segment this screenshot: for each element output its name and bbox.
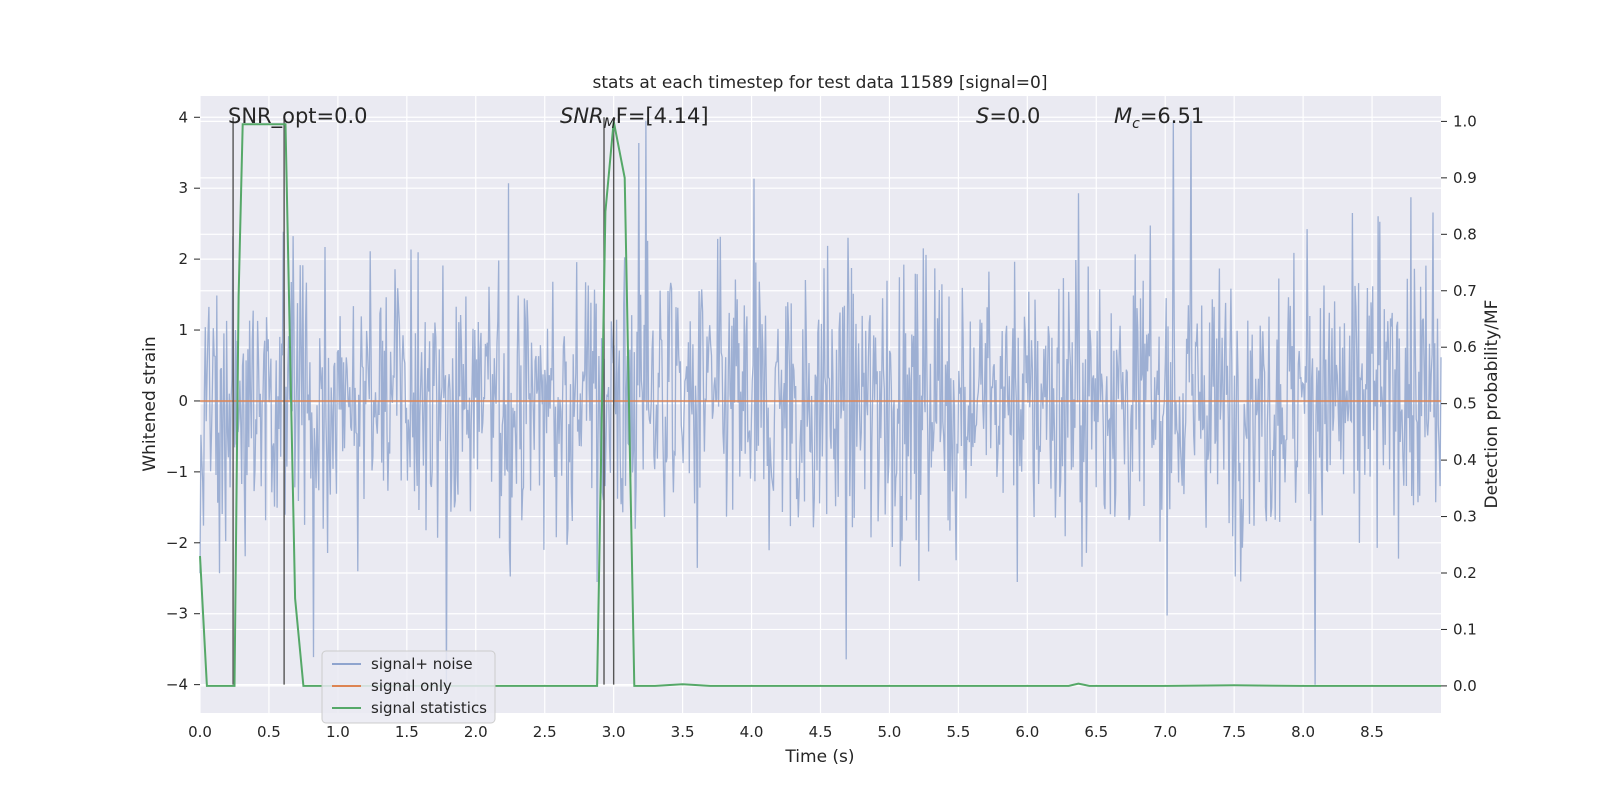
y-right-tick-label: 0.3 [1453, 508, 1477, 526]
x-tick-label: 2.0 [464, 723, 488, 741]
x-tick-label: 5.0 [878, 723, 902, 741]
y-axis-label-left: Whitened strain [140, 336, 160, 471]
x-tick-label: 2.5 [533, 723, 557, 741]
signal-statistics-line [199, 121, 1441, 687]
annotation-snr-mf: SNRMF=[4.14] [560, 104, 709, 132]
y-axis-label-right: Detection probability/MF [1482, 300, 1502, 509]
annotation-mc-main: M [1114, 104, 1132, 128]
x-tick-label: 0.5 [257, 723, 281, 741]
x-tick-label: 7.0 [1153, 723, 1177, 741]
y-right-tick-label: 0.0 [1453, 677, 1477, 695]
annotation-snr-opt: SNR_opt=0.0 [228, 104, 368, 129]
y-left-tick-label: 3 [178, 179, 188, 197]
y-right-tick-label: 0.2 [1453, 564, 1477, 582]
y-right-tick-label: 0.5 [1453, 395, 1477, 413]
y-right-tick-label: 0.7 [1453, 282, 1477, 300]
x-tick-label: 8.5 [1360, 723, 1384, 741]
x-tick-label: 0.0 [188, 723, 212, 741]
signal-noise-line [199, 120, 1442, 685]
noise-layer [199, 120, 1442, 685]
annotation-mc-tail: =6.51 [1140, 104, 1204, 128]
x-tick-label: 7.5 [1222, 723, 1246, 741]
annotation-snr-mf-tail: F=[4.14] [616, 104, 709, 128]
x-tick-label: 4.5 [809, 723, 833, 741]
chart-title: stats at each timestep for test data 115… [593, 73, 1048, 93]
annotation-s-main: S [976, 104, 989, 128]
x-tick-label: 4.0 [740, 723, 764, 741]
legend-label-signal: signal only [371, 677, 452, 695]
x-tick-label: 8.0 [1291, 723, 1315, 741]
y-right-tick-label: 0.4 [1453, 451, 1477, 469]
x-tick-label: 1.0 [326, 723, 350, 741]
annotation-mc-sub: c [1132, 116, 1140, 132]
y-right-tick-label: 0.1 [1453, 620, 1477, 638]
vline-layer [232, 117, 615, 685]
y-left-tick-label: 0 [178, 392, 188, 410]
y-left-tick-label: −1 [166, 463, 188, 481]
y-left-tick-label: 1 [178, 321, 188, 339]
y-right-tick-label: 0.6 [1453, 338, 1477, 356]
legend-label-noise: signal+ noise [371, 655, 473, 673]
legend-box [321, 650, 496, 724]
x-tick-label: 5.5 [946, 723, 970, 741]
annotation-snr-mf-main: SNR [560, 104, 604, 128]
tick-layer: 0.0 0.5 1.0 1.5 2.0 2.5 3.0 3.5 4.0 4.5 5.0 5.5 6.0 6… [166, 108, 1477, 741]
legend: signal+ noise signal only signal statist… [321, 650, 496, 724]
x-axis-label: Time (s) [784, 747, 854, 767]
y-left-tick-label: 4 [178, 108, 188, 126]
x-tick-label: 3.5 [671, 723, 695, 741]
y-right-tick-label: 0.8 [1453, 225, 1477, 243]
annotation-s-tail: =0.0 [989, 104, 1040, 128]
annotation-s: S=0.0 [976, 104, 1040, 128]
x-tick-label: 3.0 [602, 723, 626, 741]
y-left-tick-label: −3 [166, 605, 188, 623]
x-tick-label: 6.5 [1084, 723, 1108, 741]
annotation-mc: Mc=6.51 [1114, 104, 1204, 132]
legend-label-stats: signal statistics [371, 699, 487, 717]
y-left-tick-label: −4 [166, 676, 188, 694]
x-tick-label: 6.0 [1015, 723, 1039, 741]
y-right-tick-label: 1.0 [1453, 112, 1477, 130]
stats-layer [199, 121, 1441, 687]
x-tick-label: 1.5 [395, 723, 419, 741]
y-left-tick-label: 2 [178, 250, 188, 268]
annotation-snr-mf-sub: M [604, 116, 616, 132]
y-right-tick-label: 0.9 [1453, 169, 1477, 187]
y-left-tick-label: −2 [166, 534, 188, 552]
